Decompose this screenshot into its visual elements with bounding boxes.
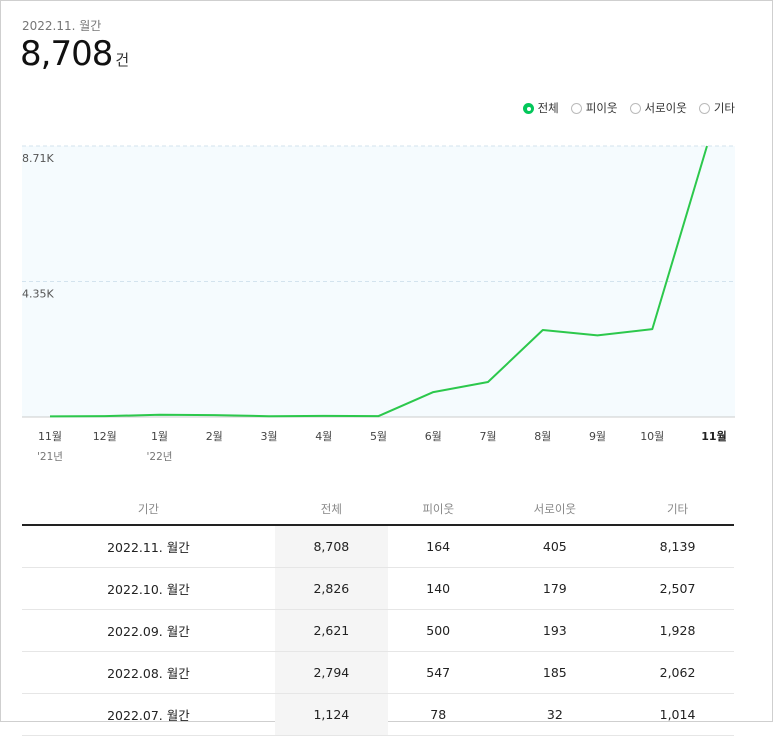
table-cell: 2022.08. 월간 xyxy=(22,651,275,694)
radio-icon[interactable] xyxy=(522,102,534,114)
table-cell: 2022.11. 월간 xyxy=(22,525,275,568)
table-cell: 1,124 xyxy=(274,693,388,736)
x-tick-label: 5월 xyxy=(370,430,387,443)
table-cell: 32 xyxy=(488,693,622,736)
column-header: 서로이웃 xyxy=(488,494,622,526)
table-cell: 2,507 xyxy=(621,567,734,610)
table-cell: 500 xyxy=(387,609,489,652)
x-tick-label: 4월 xyxy=(315,430,332,443)
line-chart: 8.71K 4.35K 11월 '21년 12월 1월 '22년 2월 3월 4월 5월 6월 7월 8월… xyxy=(22,145,735,463)
x-year-label: '22년 xyxy=(147,451,173,463)
total-value: 8,708 xyxy=(20,34,113,74)
table-cell: 2,794 xyxy=(274,651,388,694)
table-cell: 2022.10. 월간 xyxy=(22,567,275,610)
table-cell: 2,621 xyxy=(274,609,388,652)
table-cell: 1,014 xyxy=(621,693,734,736)
x-tick-label: 7월 xyxy=(479,430,496,443)
column-header: 피이웃 xyxy=(387,494,489,526)
radio-icon[interactable] xyxy=(698,102,710,114)
x-tick-label: 9월 xyxy=(589,430,606,443)
stats-table: 기간 전체 피이웃 서로이웃 기타 2022.11. 월간 8,708 164 405 8,13… xyxy=(22,494,734,736)
x-year-label: '21년 xyxy=(37,451,63,463)
table-cell: 2,062 xyxy=(621,651,734,694)
x-tick-label: 11월 xyxy=(701,429,726,443)
table-cell: 547 xyxy=(387,651,489,694)
column-header: 기간 xyxy=(22,494,275,526)
table-row: 2022.11. 월간 8,708 164 405 8,139 xyxy=(22,525,734,568)
table-cell: 193 xyxy=(488,609,622,652)
table-cell: 8,139 xyxy=(621,525,734,568)
x-tick-label: 1월 xyxy=(151,430,168,443)
plot-area xyxy=(22,146,735,417)
table-cell: 164 xyxy=(387,525,489,568)
filter-option-1[interactable]: 피이웃 xyxy=(570,100,618,116)
x-tick-label: 3월 xyxy=(260,430,277,443)
filter-option-label: 서로이웃 xyxy=(644,101,687,115)
table-row: 2022.07. 월간 1,124 78 32 1,014 xyxy=(22,693,734,736)
x-tick-label: 12월 xyxy=(93,430,117,443)
table-body: 2022.11. 월간 8,708 164 405 8,139 2022.10. 월간 2,… xyxy=(22,525,734,736)
x-tick-label: 10월 xyxy=(640,430,664,443)
series-line xyxy=(49,145,708,418)
column-header: 전체 xyxy=(274,494,388,526)
column-header: 기타 xyxy=(621,494,734,526)
filter-option-label: 전체 xyxy=(537,101,559,115)
x-tick-label: 11월 xyxy=(38,430,62,443)
table-header-row: 기간 전체 피이웃 서로이웃 기타 xyxy=(22,494,734,526)
total-unit: 건 xyxy=(115,51,130,69)
table-cell: 8,708 xyxy=(274,525,388,568)
table-row: 2022.09. 월간 2,621 500 193 1,928 xyxy=(22,609,734,652)
table-cell: 2022.09. 월간 xyxy=(22,609,275,652)
x-tick-label: 6월 xyxy=(425,430,442,443)
radio-icon[interactable] xyxy=(629,102,641,114)
y-tick-label: 8.71K xyxy=(22,152,54,165)
filter-option-0[interactable]: 전체 xyxy=(522,100,559,116)
period-label: 2022.11. 월간 xyxy=(22,19,102,33)
table-cell: 140 xyxy=(387,567,489,610)
table-row: 2022.08. 월간 2,794 547 185 2,062 xyxy=(22,651,734,694)
filter-option-3[interactable]: 기타 xyxy=(698,100,735,116)
x-tick-label: 2월 xyxy=(206,430,223,443)
y-tick-label: 4.35K xyxy=(22,288,54,301)
series-filter: 전체 피이웃 서로이웃 기타 xyxy=(522,100,735,116)
filter-option-label: 피이웃 xyxy=(585,101,618,115)
table-row: 2022.10. 월간 2,826 140 179 2,507 xyxy=(22,567,734,610)
table-cell: 2,826 xyxy=(274,567,388,610)
table-cell: 78 xyxy=(387,693,489,736)
total-count: 8,708 건 xyxy=(20,34,129,74)
filter-option-2[interactable]: 서로이웃 xyxy=(629,100,687,116)
table-cell: 179 xyxy=(488,567,622,610)
radio-icon[interactable] xyxy=(570,102,582,114)
table-cell: 1,928 xyxy=(621,609,734,652)
filter-option-label: 기타 xyxy=(713,101,735,115)
table-cell: 185 xyxy=(488,651,622,694)
table-cell: 405 xyxy=(488,525,622,568)
x-tick-label: 8월 xyxy=(534,430,551,443)
table-cell: 2022.07. 월간 xyxy=(22,693,275,736)
